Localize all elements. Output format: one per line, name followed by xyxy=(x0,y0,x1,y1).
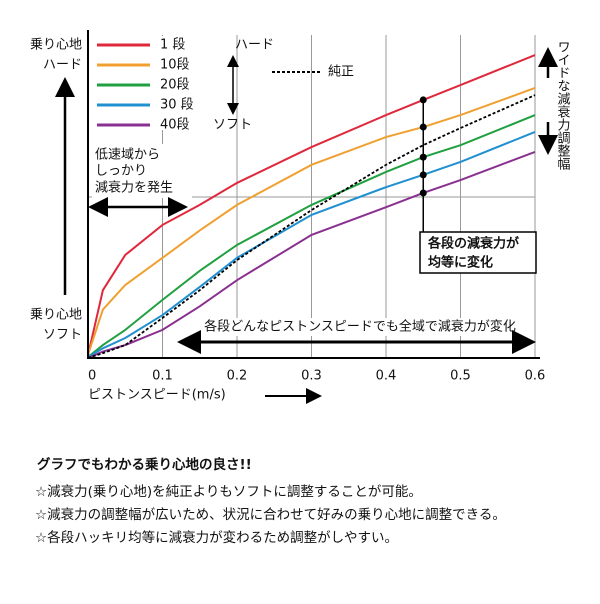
annotation: 低速域から xyxy=(95,148,160,163)
description-heading: グラフでもわかる乗り心地の良さ!! xyxy=(37,456,252,473)
legend-label: 20段 xyxy=(160,78,190,93)
annotation: 各段の減衰力が xyxy=(427,236,519,252)
description-line: ☆減衰力の調整幅が広いため、状況に合わせて好みの乗り心地に調整できる。 xyxy=(35,506,506,523)
point xyxy=(419,171,427,179)
annotation: 減衰力を発生 xyxy=(95,180,173,196)
series-line xyxy=(87,94,536,359)
description-line: ☆減衰力(乗り心地)を純正よりもソフトに調整することが可能。 xyxy=(35,483,422,500)
right-note: ワイドな減衰力調整幅 xyxy=(555,40,571,171)
annotation: 各段どんなピストンスピードでも全域で減衰力が変化 xyxy=(204,319,516,335)
annotation: 均等に変化 xyxy=(428,255,493,271)
series-line xyxy=(87,130,536,358)
x-tick-label: 0.5 xyxy=(450,369,471,384)
legend-label: 純正 xyxy=(328,65,354,80)
point xyxy=(419,189,427,197)
x-tick-label: 0.6 xyxy=(525,369,546,384)
x-tick-label: 0.4 xyxy=(376,369,397,384)
legend-label: 40段 xyxy=(160,118,190,133)
x-tick-label: 0.1 xyxy=(152,369,173,384)
y-label: 乗り心地 xyxy=(30,38,82,53)
legend-label: 1 段 xyxy=(160,38,185,53)
point xyxy=(419,153,427,161)
scale-label: ハード xyxy=(235,38,274,53)
series-line xyxy=(87,87,536,356)
legend-box xyxy=(90,36,212,130)
x-label: ピストンスピード(m/s) xyxy=(88,388,226,403)
note-box xyxy=(419,231,537,274)
description-line: ☆各段ハッキリ均等に減衰力が変わるため調整がしやすい。 xyxy=(35,529,398,546)
x-tick-label: 0.2 xyxy=(227,369,248,384)
legend-label: 10段 xyxy=(160,58,190,73)
annotation: しっかり xyxy=(95,164,147,179)
series-line xyxy=(87,114,536,358)
y-label: ソフト xyxy=(43,328,82,343)
point xyxy=(419,123,427,131)
note-bg xyxy=(92,144,192,198)
x-tick-label: 0.3 xyxy=(301,369,322,384)
y-label: 乗り心地 xyxy=(30,308,82,323)
y-label: ハード xyxy=(43,58,82,73)
scale-label: ソフト xyxy=(213,118,252,133)
point xyxy=(419,96,427,104)
legend-label: 30 段 xyxy=(160,98,194,113)
series-line xyxy=(87,54,536,356)
x-tick-label: 0 xyxy=(88,369,96,384)
